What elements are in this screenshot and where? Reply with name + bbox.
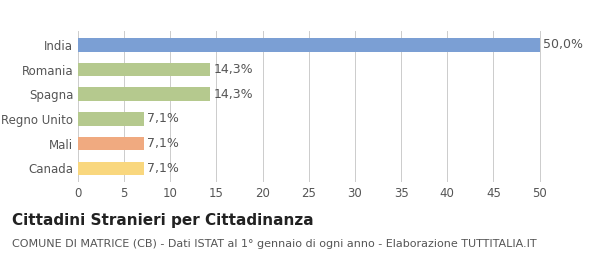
Text: 14,3%: 14,3% bbox=[214, 88, 253, 101]
Text: COMUNE DI MATRICE (CB) - Dati ISTAT al 1° gennaio di ogni anno - Elaborazione TU: COMUNE DI MATRICE (CB) - Dati ISTAT al 1… bbox=[12, 239, 536, 249]
Bar bbox=[78, 63, 210, 76]
Bar bbox=[78, 38, 539, 52]
Text: 7,1%: 7,1% bbox=[147, 113, 179, 126]
Text: 50,0%: 50,0% bbox=[543, 38, 583, 51]
Text: Cittadini Stranieri per Cittadinanza: Cittadini Stranieri per Cittadinanza bbox=[12, 213, 314, 228]
Bar bbox=[78, 137, 143, 151]
Text: 7,1%: 7,1% bbox=[147, 162, 179, 175]
Bar bbox=[78, 161, 143, 175]
Text: 7,1%: 7,1% bbox=[147, 137, 179, 150]
Bar bbox=[78, 87, 210, 101]
Legend: Asia, Europa, Africa, America: Asia, Europa, Africa, America bbox=[157, 0, 431, 3]
Text: 14,3%: 14,3% bbox=[214, 63, 253, 76]
Bar bbox=[78, 112, 143, 126]
